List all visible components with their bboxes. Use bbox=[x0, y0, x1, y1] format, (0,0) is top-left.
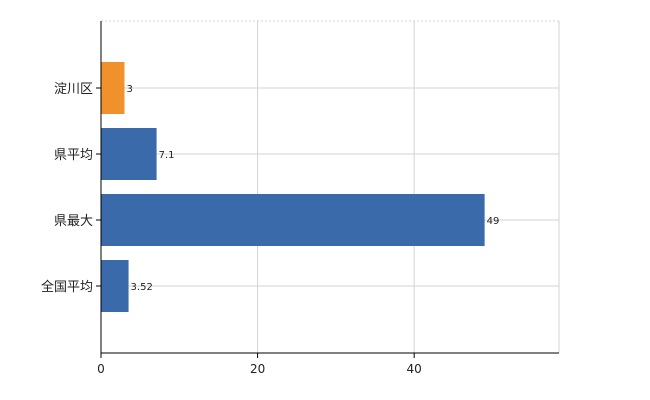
value-label-0: 3 bbox=[126, 84, 132, 95]
bar-3 bbox=[101, 260, 129, 312]
category-label-1: 県平均 bbox=[54, 148, 93, 163]
x-tick-label-1: 20 bbox=[250, 362, 265, 376]
value-label-2: 49 bbox=[487, 216, 500, 227]
category-label-3: 全国平均 bbox=[41, 279, 93, 295]
x-tick-label-2: 40 bbox=[407, 362, 422, 376]
bar-2 bbox=[101, 194, 485, 246]
value-label-3: 3.52 bbox=[131, 282, 153, 293]
value-label-1: 7.1 bbox=[159, 150, 175, 161]
category-label-2: 県最大 bbox=[54, 214, 93, 229]
x-tick-label-0: 0 bbox=[97, 362, 105, 376]
bar-0 bbox=[101, 62, 125, 114]
bar-1 bbox=[101, 128, 157, 180]
category-label-0: 淀川区 bbox=[54, 82, 93, 97]
